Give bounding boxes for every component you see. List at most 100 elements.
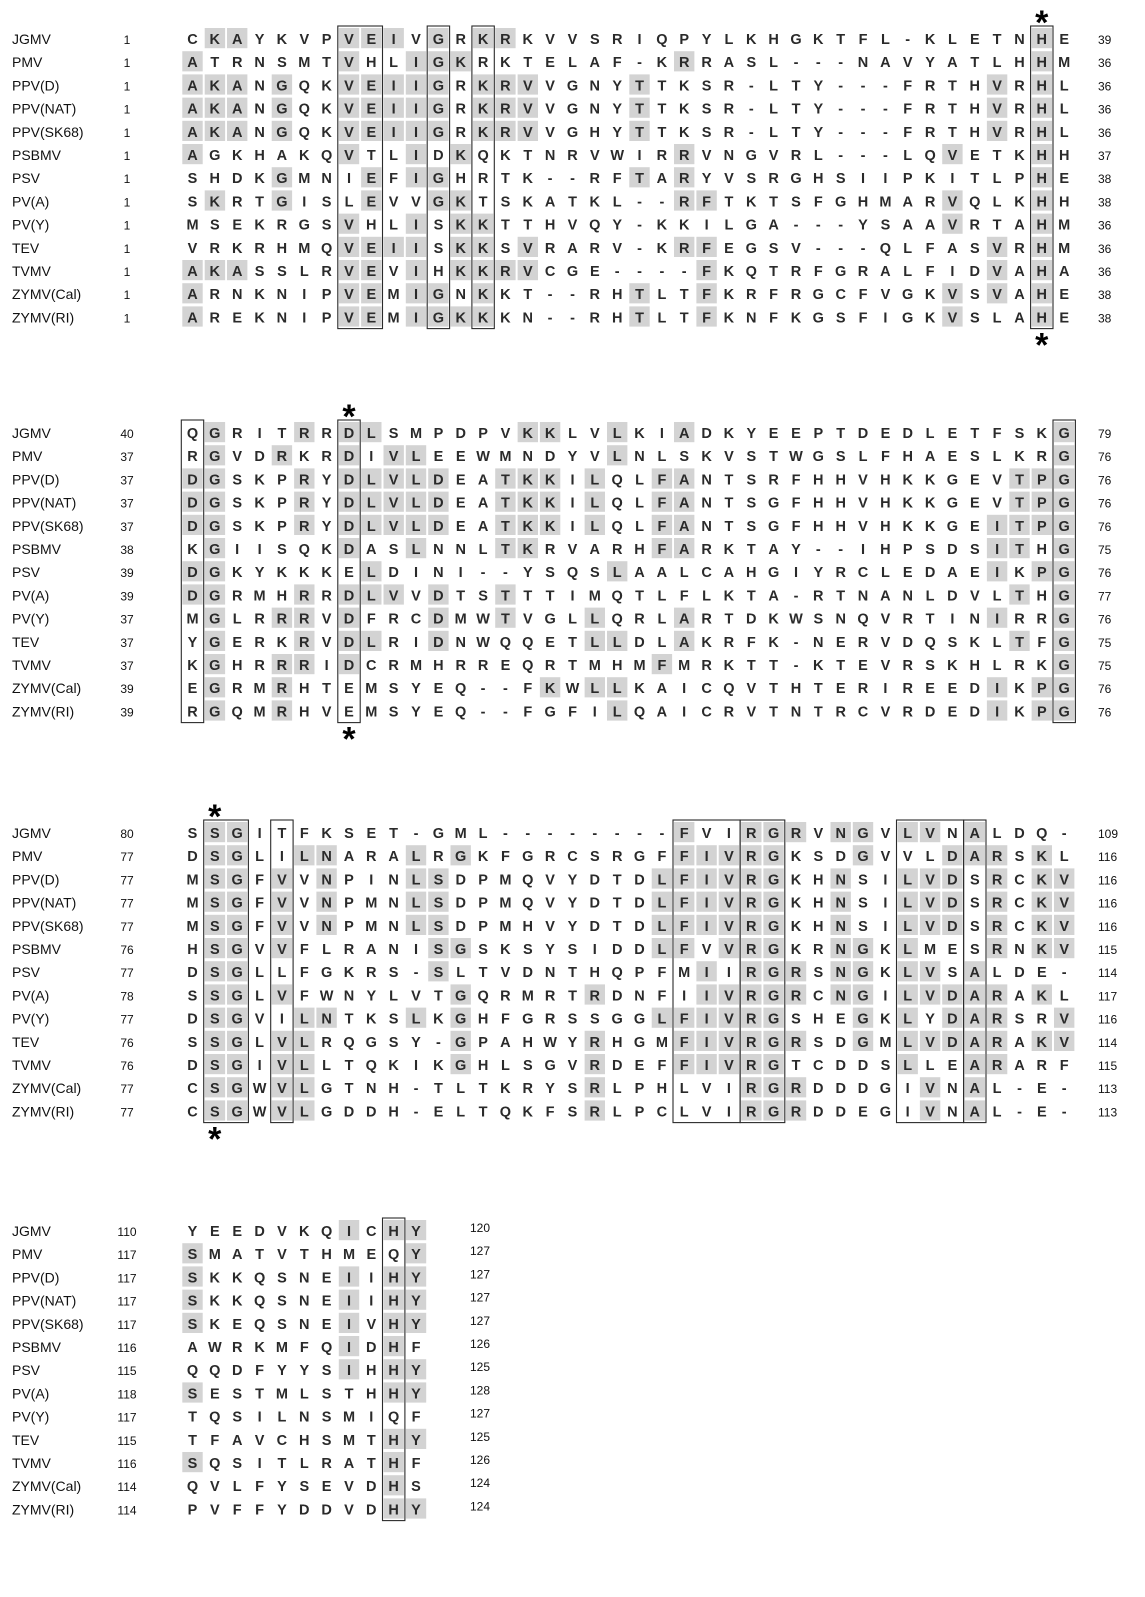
residue: - (749, 78, 754, 94)
conserved-residue-shade (294, 514, 315, 535)
conserved-residue-shade (204, 97, 226, 118)
residue: E (366, 102, 376, 118)
residue: - (615, 826, 620, 842)
conserved-residue-shade (1031, 120, 1052, 141)
end-position: 127 (470, 1267, 490, 1281)
end-position: 38 (1098, 311, 1112, 325)
residue: G (321, 965, 332, 981)
conserved-residue-shade (897, 1007, 918, 1028)
residue: I (995, 565, 999, 581)
conserved-residue-shade (1031, 868, 1052, 889)
residue: E (881, 426, 891, 442)
residue: Q (656, 32, 667, 48)
residue: D (902, 635, 912, 651)
conserved-residue-shade (450, 1030, 471, 1051)
residue: L (702, 588, 711, 604)
conserved-residue-shade (763, 984, 784, 1005)
residue: T (479, 1104, 488, 1120)
residue: V (724, 1012, 734, 1028)
residue: F (367, 612, 376, 628)
residue: H (388, 1340, 398, 1356)
residue: S (188, 988, 198, 1004)
residue: Q (522, 872, 533, 888)
residue: R (478, 171, 489, 187)
residue: V (992, 287, 1002, 303)
residue: C (657, 1104, 668, 1120)
conserved-residue-shade (204, 677, 226, 698)
residue: H (902, 449, 912, 465)
residue: R (299, 612, 310, 628)
residue: S (322, 1433, 332, 1449)
residue: L (903, 896, 912, 912)
conserved-residue-shade (204, 630, 226, 651)
residue: K (545, 496, 556, 512)
residue: S (970, 872, 980, 888)
residue: R (277, 704, 288, 720)
residue: K (232, 148, 243, 164)
residue: V (948, 194, 958, 210)
residue: G (522, 849, 533, 865)
residue: K (1037, 426, 1048, 442)
residue: F (903, 102, 912, 118)
residue: R (478, 658, 489, 674)
conserved-residue-shade (517, 236, 538, 257)
residue: G (232, 919, 243, 935)
residue: M (589, 588, 601, 604)
residue: - (838, 78, 843, 94)
residue: L (903, 1012, 912, 1028)
residue: L (300, 1104, 309, 1120)
residue: G (768, 1058, 779, 1074)
residue: F (233, 1502, 242, 1518)
residue: I (883, 681, 887, 697)
residue: F (657, 965, 666, 981)
residue: S (389, 965, 399, 981)
residue: C (411, 612, 422, 628)
residue: Y (411, 1035, 421, 1051)
residue: M (186, 612, 198, 628)
residue: M (879, 194, 891, 210)
conserved-residue-shade (428, 961, 449, 982)
conserved-residue-shade (852, 984, 874, 1005)
residue: H (1037, 264, 1047, 280)
residue: V (389, 472, 399, 488)
conserved-residue-shade (204, 422, 226, 443)
residue: N (277, 310, 287, 326)
conserved-residue-shade (338, 1359, 360, 1380)
residue: Y (411, 1502, 421, 1518)
conserved-residue-shade (450, 845, 471, 866)
residue: - (794, 218, 799, 234)
residue: W (320, 988, 334, 1004)
conserved-residue-shade (383, 468, 404, 489)
residue: T (501, 171, 510, 187)
residue: K (657, 55, 668, 71)
conserved-residue-shade (204, 538, 226, 559)
residue: M (499, 449, 511, 465)
residue: L (724, 32, 733, 48)
residue: G (433, 32, 444, 48)
end-position: 127 (470, 1244, 490, 1258)
conserved-residue-shade (271, 984, 293, 1005)
residue: L (926, 426, 935, 442)
residue: A (880, 55, 891, 71)
conserved-residue-shade (227, 28, 248, 49)
residue: L (255, 988, 264, 1004)
conserved-residue-shade (897, 914, 918, 935)
residue: T (501, 496, 510, 512)
residue: I (637, 32, 641, 48)
residue: - (570, 310, 575, 326)
residue: A (679, 612, 690, 628)
residue: E (366, 125, 376, 141)
conserved-residue-shade (383, 236, 404, 257)
residue: G (232, 1012, 243, 1028)
residue: R (455, 125, 466, 141)
residue: V (724, 1058, 734, 1074)
conserved-residue-shade (271, 677, 293, 698)
sequence-name: ZYMV(RI) (12, 1103, 74, 1119)
residue: P (635, 1104, 645, 1120)
residue: V (232, 449, 242, 465)
residue: E (925, 681, 935, 697)
residue: V (1059, 919, 1069, 935)
sequence-name: ZYMV(RI) (12, 1501, 74, 1517)
residue: T (613, 872, 622, 888)
residue: K (523, 171, 534, 187)
